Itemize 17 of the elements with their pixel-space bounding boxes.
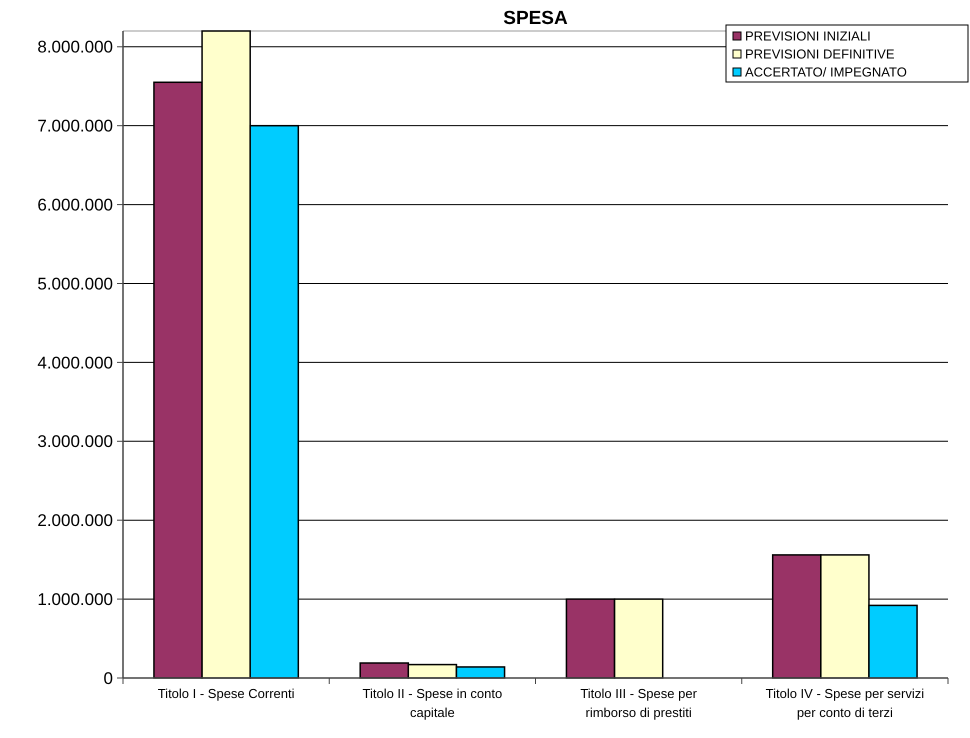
- x-tick-label: Titolo I - Spese Correnti: [158, 686, 295, 701]
- y-tick-label: 6.000.000: [37, 196, 113, 215]
- legend-label: PREVISIONI DEFINITIVE: [745, 46, 895, 62]
- y-tick-label: 0: [104, 668, 113, 688]
- y-tick-label: 3.000.000: [37, 432, 113, 452]
- y-tick-label: 8.000.000: [37, 38, 113, 57]
- y-tick-label: 7.000.000: [37, 116, 113, 136]
- legend-label: PREVISIONI INIZIALI: [745, 28, 871, 44]
- y-tick-label: 2.000.000: [37, 511, 113, 530]
- y-tick-label: 1.000.000: [37, 590, 113, 610]
- y-tick-label: 4.000.000: [37, 353, 113, 372]
- legend-label: ACCERTATO/ IMPEGNATO: [745, 64, 907, 80]
- x-tick-label: Titolo IV - Spese per servizi per conto di terzi: [766, 686, 924, 720]
- chart-title: SPESA: [503, 8, 568, 29]
- x-tick-label: Titolo III - Spese per rimborso di prestiti: [580, 686, 698, 720]
- x-tick-label: Titolo II - Spese in conto capitale: [362, 686, 502, 720]
- y-tick-label: 5.000.000: [37, 274, 113, 294]
